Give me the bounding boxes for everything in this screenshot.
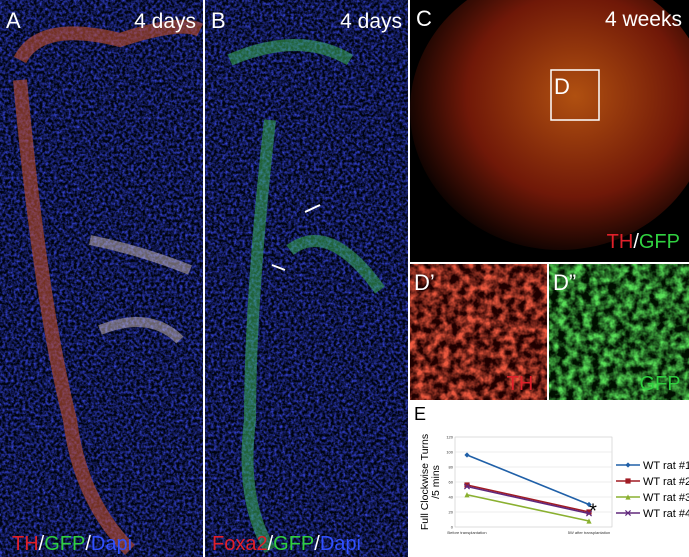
panel-d2: D” GFP [549, 264, 689, 400]
stain-label: TH/GFP/Dapi [12, 533, 132, 555]
legend-label: WT rat #2 [643, 476, 689, 488]
marker [464, 482, 470, 488]
stain-label: TH [507, 373, 534, 395]
marker [463, 483, 471, 490]
x-tick-label: 5W after transplantation [568, 530, 610, 535]
marker [586, 518, 592, 524]
y-axis-label: Full Clockwise Turns [419, 434, 431, 530]
legend-label: WT rat #3 [643, 492, 689, 504]
panel-letter: D’ [414, 270, 435, 295]
stain-label: Foxa2/GFP/Dapi [212, 533, 361, 555]
annotation: * [589, 501, 597, 523]
y-tick-label: 60 [449, 480, 454, 485]
series-line [466, 484, 590, 513]
panel-a: A 4 days TH/GFP/Dapi [0, 0, 204, 557]
legend-label: WT rat #1 [643, 460, 689, 472]
legend-marker [625, 494, 631, 500]
y-tick-label: 0 [451, 525, 454, 530]
marker [464, 492, 470, 498]
series-line [466, 454, 590, 506]
panel-letter: E [414, 404, 426, 424]
legend-marker [624, 509, 632, 517]
y-tick-label: 20 [449, 510, 454, 515]
series-line [466, 493, 590, 522]
y-tick-label: 80 [449, 465, 454, 470]
legend-marker [625, 478, 631, 484]
panel-e: E 0 20 40 60 80 100 120 Before transplantation 5… [414, 404, 689, 535]
marker [585, 510, 593, 517]
panel-letter: B [211, 8, 226, 33]
y-tick-label: 100 [446, 450, 453, 455]
marker [586, 509, 592, 515]
timepoint: 4 weeks [605, 8, 682, 31]
y-axis-label: /5 mins [430, 465, 442, 499]
legend-label: WT rat #4 [643, 508, 689, 520]
timepoint: 4 days [340, 10, 402, 33]
inset-label: D [554, 74, 570, 99]
panel-c: D C 4 weeks TH/GFP [410, 0, 689, 262]
panel-d1: D’ TH [410, 264, 547, 400]
legend-marker [625, 462, 631, 468]
y-tick-label: 40 [449, 495, 454, 500]
stain-label: GFP [639, 373, 680, 395]
panel-letter: D” [553, 270, 576, 295]
x-tick-label: Before transplantation [447, 530, 486, 535]
stain-label: TH/GFP [607, 231, 680, 253]
marker [586, 501, 592, 508]
y-tick-label: 120 [446, 435, 453, 440]
panel-letter: C [416, 6, 432, 31]
panel-b: B 4 days Foxa2/GFP/Dapi [205, 0, 408, 557]
timepoint: 4 days [134, 10, 196, 33]
panel-letter: A [6, 8, 21, 33]
series-line [466, 485, 590, 515]
marker [464, 452, 470, 458]
